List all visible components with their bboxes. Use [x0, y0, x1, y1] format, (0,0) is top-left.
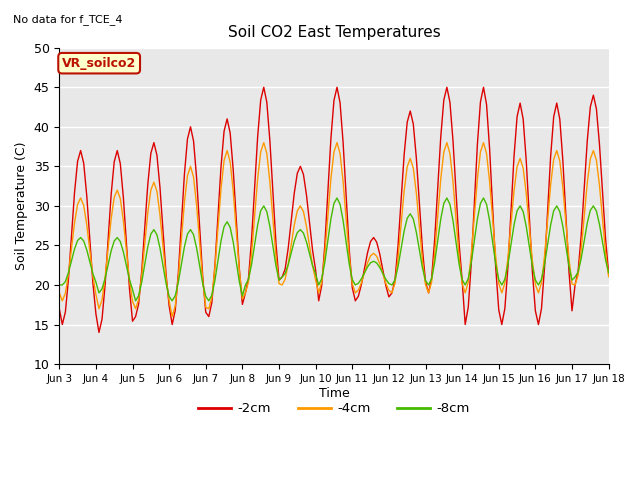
- -4cm: [211, 265, 219, 271]
- -2cm: [327, 136, 335, 142]
- -8cm: [605, 270, 612, 276]
- -4cm: [101, 275, 109, 281]
- Title: Soil CO2 East Temperatures: Soil CO2 East Temperatures: [228, 24, 440, 39]
- -2cm: [95, 330, 103, 336]
- -8cm: [141, 262, 148, 267]
- -8cm: [211, 277, 219, 283]
- -2cm: [56, 306, 63, 312]
- -4cm: [260, 140, 268, 145]
- -4cm: [168, 314, 176, 320]
- -2cm: [104, 237, 112, 242]
- -8cm: [324, 238, 332, 243]
- -4cm: [324, 213, 332, 219]
- Legend: -2cm, -4cm, -8cm: -2cm, -4cm, -8cm: [193, 397, 475, 421]
- Line: -4cm: -4cm: [60, 143, 609, 317]
- X-axis label: Time: Time: [319, 386, 349, 399]
- -2cm: [211, 263, 219, 268]
- -2cm: [260, 84, 268, 90]
- -2cm: [605, 270, 612, 276]
- Line: -8cm: -8cm: [60, 198, 609, 301]
- -8cm: [101, 276, 109, 281]
- -4cm: [605, 274, 612, 279]
- -4cm: [516, 156, 524, 161]
- -8cm: [333, 195, 341, 201]
- -8cm: [132, 298, 140, 304]
- -4cm: [138, 273, 145, 279]
- -2cm: [324, 189, 332, 195]
- -8cm: [321, 260, 328, 265]
- -4cm: [56, 290, 63, 296]
- Y-axis label: Soil Temperature (C): Soil Temperature (C): [15, 142, 28, 270]
- -8cm: [516, 203, 524, 209]
- Line: -2cm: -2cm: [60, 87, 609, 333]
- -2cm: [516, 100, 524, 106]
- -4cm: [327, 176, 335, 182]
- -8cm: [56, 282, 63, 288]
- Text: No data for f_TCE_4: No data for f_TCE_4: [13, 14, 122, 25]
- Text: VR_soilco2: VR_soilco2: [62, 57, 136, 70]
- -2cm: [141, 225, 148, 231]
